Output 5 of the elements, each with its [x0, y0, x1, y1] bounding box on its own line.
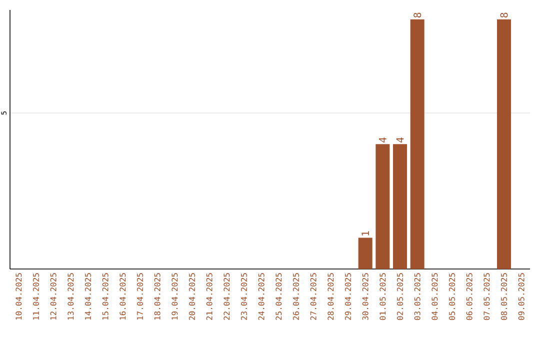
data-label: 4: [379, 137, 386, 142]
data-label: 8: [414, 12, 422, 18]
data-label: 8: [500, 12, 508, 18]
data-label: 1: [362, 231, 369, 236]
data-label: 4: [396, 137, 404, 142]
